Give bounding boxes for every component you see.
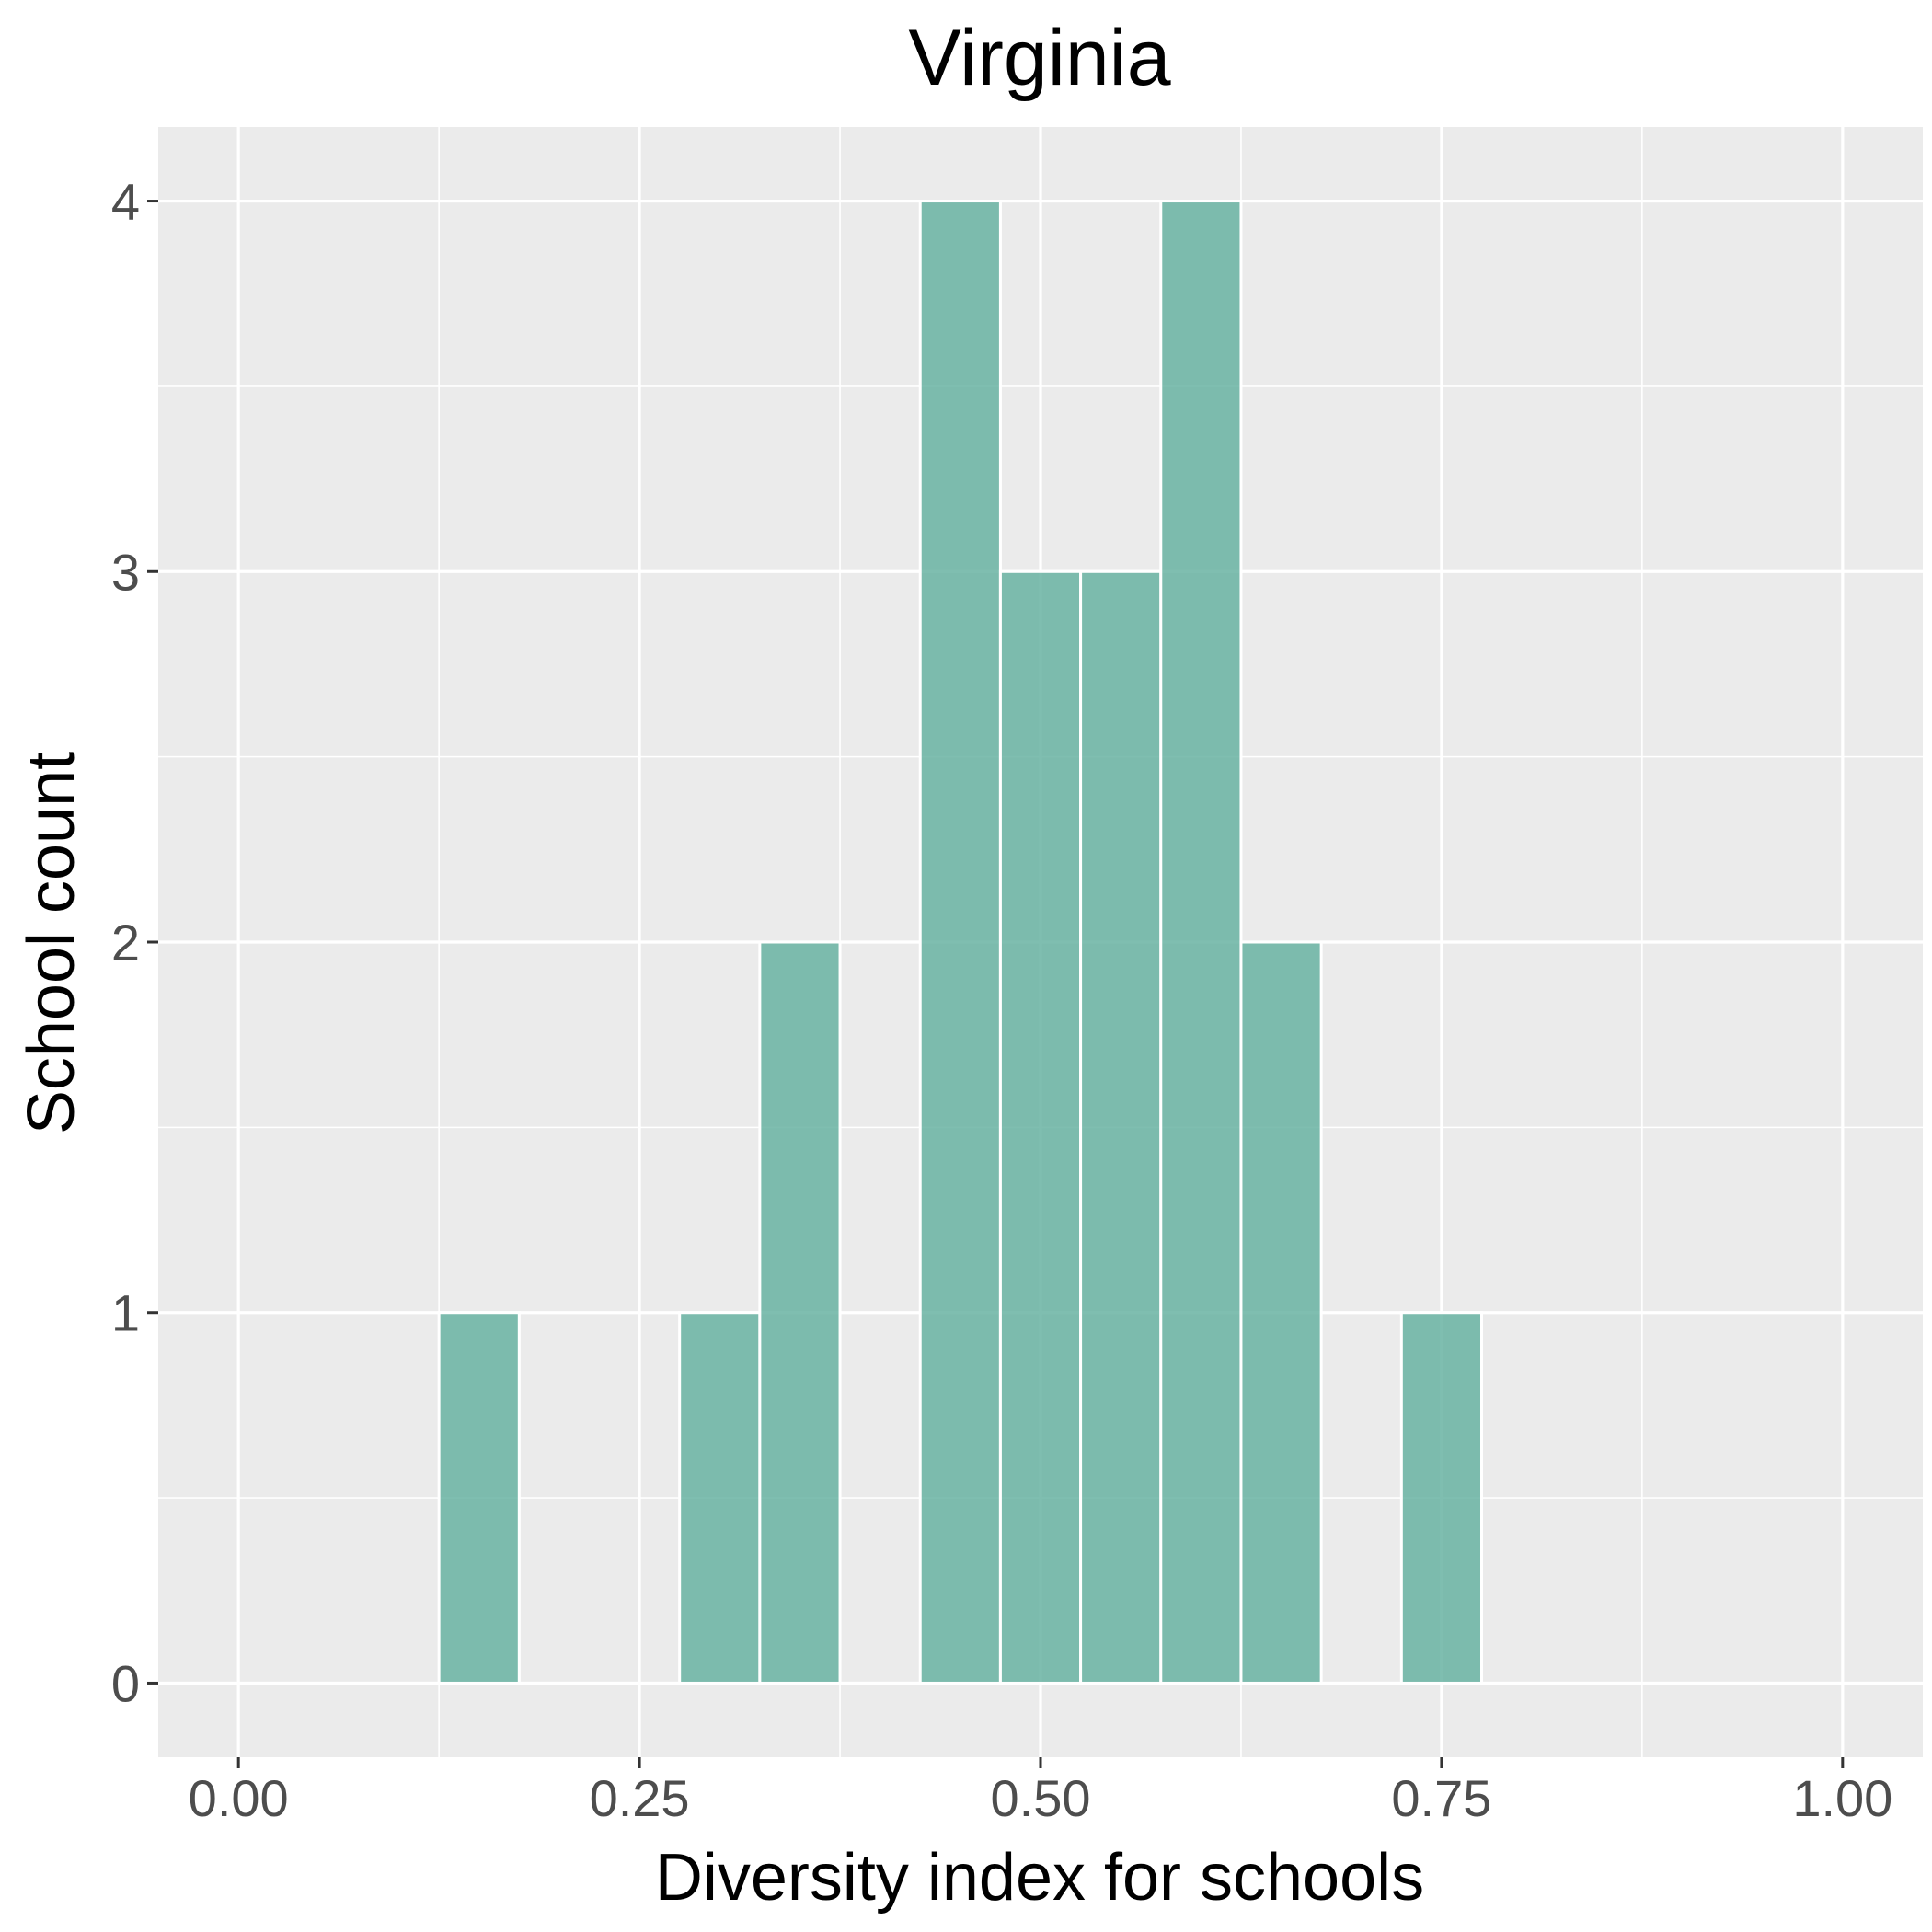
bars: [437, 200, 1484, 1685]
x-tick-label: 0.75: [1391, 1769, 1491, 1827]
x-tick-label: 0.25: [590, 1769, 690, 1827]
y-tick-label: 0: [111, 1654, 140, 1712]
y-tick-label: 2: [111, 914, 140, 972]
histogram-bar: [1239, 940, 1323, 1685]
y-tick-label: 4: [111, 173, 140, 231]
histogram-bar: [758, 940, 842, 1685]
x-tick-label: 1.00: [1792, 1769, 1892, 1827]
y-tick-label: 3: [111, 543, 140, 601]
x-tick-label: 0.50: [991, 1769, 1091, 1827]
histogram-bar: [1079, 569, 1163, 1685]
x-axis-title: Diversity index for schools: [655, 1841, 1424, 1915]
x-tick-label: 0.00: [189, 1769, 289, 1827]
axis-ticks: [147, 200, 1845, 1768]
histogram-bar: [678, 1311, 762, 1685]
tick-labels: 0.00 0.25 0.50 0.75 1.00 0 1 2 3 4: [111, 173, 1892, 1827]
chart-title: Virginia: [908, 14, 1170, 102]
histogram-bar: [1399, 1311, 1484, 1685]
y-axis-title: School count: [15, 752, 88, 1134]
y-tick-label: 1: [111, 1284, 140, 1342]
histogram-bar: [918, 200, 1002, 1685]
histogram-bar: [437, 1311, 521, 1685]
histogram-bar: [1159, 200, 1243, 1685]
histogram-bar: [998, 569, 1083, 1685]
